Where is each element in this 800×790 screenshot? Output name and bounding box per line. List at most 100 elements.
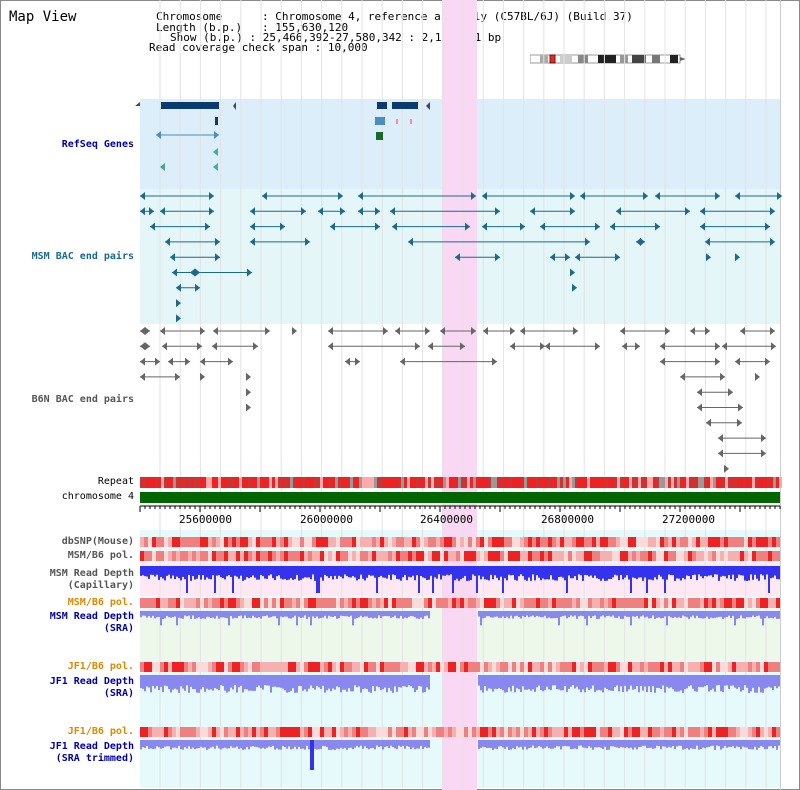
- gene-feature-end[interactable]: [214, 131, 219, 139]
- msm-bac-feature-end[interactable]: [595, 222, 600, 231]
- b6n-bac-feature-end[interactable]: [720, 372, 725, 381]
- gene-feature[interactable]: [426, 102, 430, 110]
- track-label-msm-depth-sra-1[interactable]: MSM Read Depth: [49, 611, 134, 622]
- b6n-bac-feature-start[interactable]: [395, 327, 400, 335]
- msm-bac-feature-start[interactable]: [250, 207, 255, 216]
- track-label-jf1-depth-sra-1[interactable]: JF1 Read Depth: [49, 676, 134, 687]
- b6n-bac-feature-end[interactable]: [185, 357, 190, 366]
- msm-bac-feature-end[interactable]: [465, 222, 470, 231]
- msm-bac-feature-start[interactable]: [482, 192, 487, 200]
- msm-bac-feature-end[interactable]: [340, 207, 345, 216]
- msm-bac-feature-end[interactable]: [471, 192, 476, 200]
- msm-bac-feature-start[interactable]: [318, 207, 323, 216]
- b6n-bac-feature-end[interactable]: [705, 327, 710, 335]
- gene-feature[interactable]: [161, 102, 219, 109]
- msm-bac-feature-start[interactable]: [330, 222, 335, 231]
- gene-feature[interactable]: [233, 102, 236, 110]
- gene-feature[interactable]: [160, 163, 165, 171]
- msm-bac-feature-end[interactable]: [715, 192, 720, 200]
- gene-feature[interactable]: [215, 117, 218, 125]
- b6n-bac-feature-end[interactable]: [145, 342, 150, 351]
- gene-feature[interactable]: [396, 119, 398, 124]
- msm-bac-feature-end[interactable]: [209, 207, 214, 216]
- msm-bac-feature-start[interactable]: [455, 253, 460, 262]
- b6n-bac-feature-start[interactable]: [697, 403, 702, 412]
- msm-bac-feature-end[interactable]: [685, 207, 690, 216]
- b6n-bac-feature-start[interactable]: [740, 327, 745, 335]
- b6n-bac-feature-end[interactable]: [253, 342, 258, 351]
- b6n-bac-feature-start[interactable]: [680, 372, 685, 381]
- msm-bac-feature-start[interactable]: [580, 192, 585, 200]
- gene-feature[interactable]: [376, 132, 383, 140]
- msm-bac-feature-end[interactable]: [495, 207, 500, 216]
- b6n-bac-feature-start[interactable]: [213, 327, 218, 335]
- b6n-bac-feature[interactable]: [292, 327, 297, 335]
- b6n-bac-feature-start[interactable]: [697, 388, 702, 397]
- msm-bac-feature-start[interactable]: [176, 283, 181, 292]
- b6n-bac-feature-end[interactable]: [510, 327, 515, 335]
- msm-bac-feature-start[interactable]: [190, 268, 195, 277]
- gene-feature-start[interactable]: [156, 131, 161, 139]
- b6n-bac-feature-end[interactable]: [145, 327, 150, 335]
- msm-bac-feature[interactable]: [570, 268, 575, 277]
- msm-bac-feature[interactable]: [572, 283, 577, 292]
- b6n-bac-feature-end[interactable]: [155, 357, 160, 366]
- msm-bac-feature-end[interactable]: [375, 207, 380, 216]
- msm-bac-feature-start[interactable]: [610, 222, 615, 231]
- b6n-bac-feature-end[interactable]: [573, 327, 578, 335]
- b6n-bac-feature-start[interactable]: [140, 372, 145, 381]
- msm-bac-feature-end[interactable]: [195, 283, 200, 292]
- gene-feature[interactable]: [410, 119, 412, 124]
- track-label-msm-depth-cap-1[interactable]: MSM Read Depth: [49, 568, 134, 579]
- msm-bac-feature-end[interactable]: [765, 222, 770, 231]
- b6n-bac-feature-end[interactable]: [200, 327, 205, 335]
- gene-feature[interactable]: [213, 148, 218, 156]
- b6n-bac-feature-start[interactable]: [400, 357, 405, 366]
- msm-bac-feature-start[interactable]: [358, 207, 363, 216]
- b6n-bac-feature-end[interactable]: [460, 342, 465, 351]
- track-label-jf1-b6-pol-2[interactable]: JF1/B6 pol.: [67, 726, 134, 737]
- b6n-bac-feature-end[interactable]: [595, 342, 600, 351]
- b6n-bac-feature-end[interactable]: [737, 418, 742, 427]
- msm-bac-feature-end[interactable]: [770, 237, 775, 246]
- b6n-bac-feature[interactable]: [246, 388, 251, 397]
- msm-bac-feature-start[interactable]: [358, 192, 363, 200]
- msm-bac-feature-end[interactable]: [570, 192, 575, 200]
- gene-feature[interactable]: [135, 102, 140, 110]
- msm-bac-feature-end[interactable]: [570, 207, 575, 216]
- b6n-bac-feature-end[interactable]: [492, 357, 497, 366]
- b6n-bac-feature-start[interactable]: [168, 357, 173, 366]
- msm-bac-feature-start[interactable]: [550, 253, 555, 262]
- msm-bac-feature-end[interactable]: [640, 237, 645, 246]
- msm-bac-feature-end[interactable]: [247, 268, 252, 277]
- b6n-bac-feature-end[interactable]: [761, 449, 766, 458]
- b6n-bac-feature[interactable]: [246, 403, 251, 412]
- msm-bac-feature-start[interactable]: [735, 192, 740, 200]
- b6n-bac-feature-start[interactable]: [660, 357, 665, 366]
- b6n-bac-feature[interactable]: [755, 372, 760, 381]
- msm-bac-feature-end[interactable]: [375, 222, 380, 231]
- msm-bac-feature-start[interactable]: [408, 237, 413, 246]
- msm-bac-feature-end[interactable]: [495, 253, 500, 262]
- msm-bac-feature-end[interactable]: [585, 237, 590, 246]
- track-label-refseq[interactable]: RefSeq Genes: [61, 139, 134, 150]
- b6n-bac-feature-start[interactable]: [428, 342, 433, 351]
- msm-bac-feature[interactable]: [176, 299, 181, 308]
- b6n-bac-feature-end[interactable]: [471, 327, 476, 335]
- b6n-bac-feature-start[interactable]: [328, 342, 333, 351]
- b6n-bac-feature-end[interactable]: [415, 342, 420, 351]
- b6n-bac-feature-start[interactable]: [620, 327, 625, 335]
- b6n-bac-feature-start[interactable]: [622, 342, 627, 351]
- b6n-bac-feature-start[interactable]: [212, 342, 217, 351]
- msm-bac-feature[interactable]: [706, 253, 711, 262]
- b6n-bac-feature-start[interactable]: [345, 357, 350, 366]
- b6n-bac-feature-start[interactable]: [545, 342, 550, 351]
- gene-feature[interactable]: [392, 102, 418, 109]
- b6n-bac-feature[interactable]: [246, 372, 251, 381]
- msm-bac-feature-end[interactable]: [215, 253, 220, 262]
- msm-bac-feature[interactable]: [735, 253, 740, 262]
- msm-bac-feature-start[interactable]: [616, 207, 621, 216]
- b6n-bac-feature-start[interactable]: [718, 449, 723, 458]
- msm-bac-feature-start[interactable]: [262, 192, 267, 200]
- track-label-dbsnp[interactable]: dbSNP(Mouse): [61, 536, 134, 547]
